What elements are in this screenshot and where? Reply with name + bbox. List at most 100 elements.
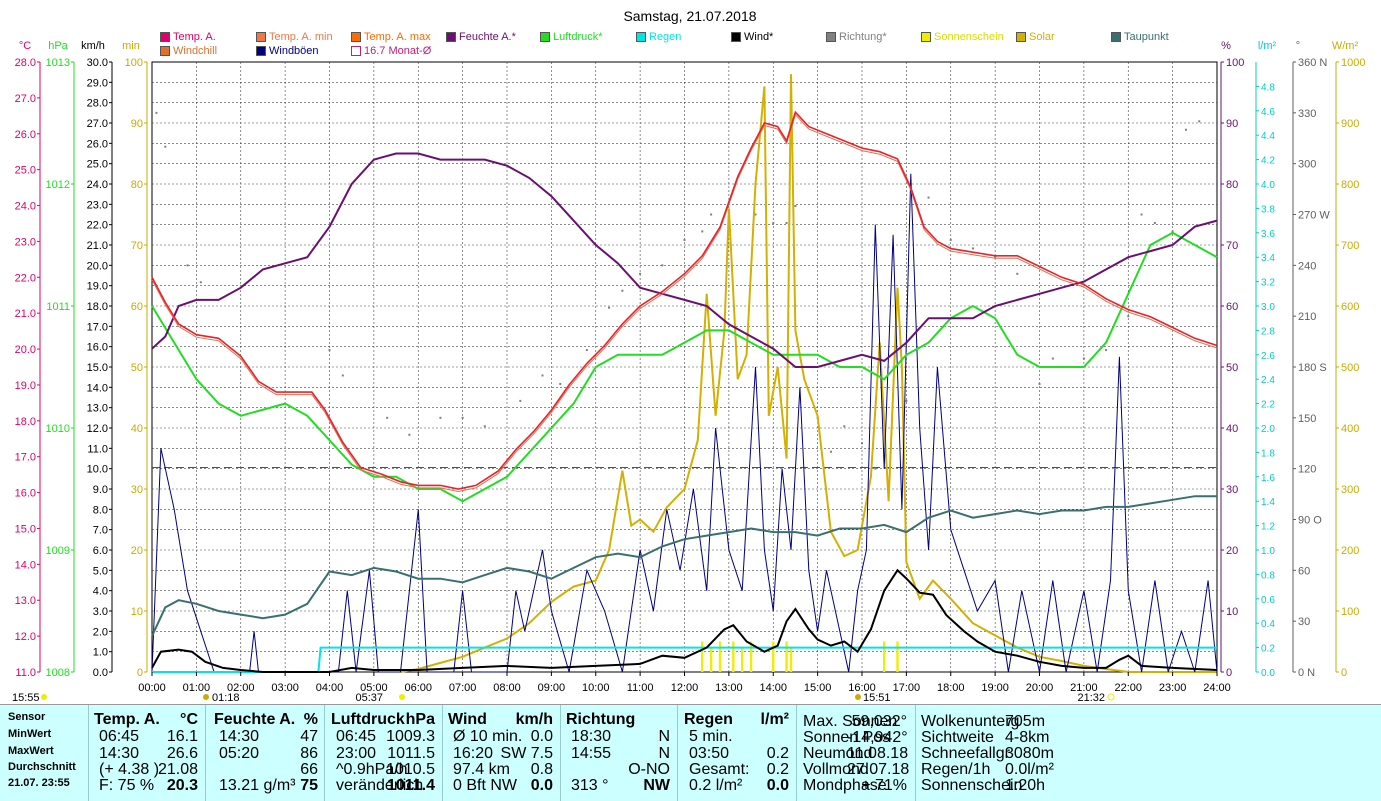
footer-hum-value: 66 <box>300 761 318 778</box>
x-tick-label: 09:00 <box>538 682 566 694</box>
footer-dir-label: 313 ° <box>571 777 609 794</box>
sunshine-bar <box>882 641 886 672</box>
direction-dot <box>1171 230 1174 233</box>
wind-tick-label: 12.0 <box>87 423 108 435</box>
footer-rain-header: Regen <box>684 711 733 728</box>
sunset-icon <box>1107 693 1115 701</box>
sunshine-tick-label: 100 <box>125 57 143 69</box>
x-tick-label: 11:00 <box>627 682 654 694</box>
rain-tick-label: 3.8 <box>1261 204 1275 215</box>
sunrise-label: 05:37 <box>355 692 383 704</box>
footer-cloud-value: 4-8km <box>1005 729 1050 746</box>
x-tick-label: 15:00 <box>804 682 832 694</box>
wind-axis-unit: km/h <box>81 40 105 52</box>
temp-tick-label: 11.0 <box>15 667 36 679</box>
pressure-tick-label: 1010 <box>46 423 70 435</box>
rain-tick-label: 2.0 <box>1261 424 1275 435</box>
legend-item: Temp. A. <box>160 31 216 43</box>
direction-dot <box>1016 272 1019 275</box>
sunshine-bar <box>772 641 775 672</box>
direction-dot <box>608 306 611 309</box>
direction-dot <box>949 238 952 241</box>
legend-item: Temp. A. min <box>256 31 333 43</box>
sunshine-bar <box>749 641 753 672</box>
sunshine-tick-label: 90 <box>131 118 143 130</box>
footer-astro-value: -14,942° <box>847 729 908 746</box>
x-tick-label: 20:00 <box>1026 682 1054 694</box>
footer-row-current: 21.07. 23:55 <box>8 777 70 789</box>
direction-dot <box>386 416 389 419</box>
footer-astro-label: Neumond <box>803 745 873 762</box>
chart-grid <box>151 61 1218 673</box>
weather-chart: Samstag, 21.07.2018 °C 28.0 27.0 26.0 25.0 24… <box>12 8 1366 704</box>
footer-rain-label: 03:50 <box>689 745 730 762</box>
direction-dot <box>683 238 686 241</box>
direction-dot <box>1082 357 1085 360</box>
wind-tick-label: 15.0 <box>87 362 108 374</box>
footer-temp-label: 14:30 <box>99 745 140 762</box>
legend-item: Luftdruck* <box>540 31 603 43</box>
direction-dot <box>905 399 908 402</box>
x-tick-label: 10:00 <box>582 682 610 694</box>
x-tick-label: 03:00 <box>271 682 299 694</box>
footer-press-label: 06:45 <box>336 728 377 745</box>
pressure-axis-unit: hPa <box>48 40 68 52</box>
temp-tick-label: 16.0 <box>15 488 36 500</box>
legend-swatch <box>636 32 646 42</box>
footer-astro-value: 59,032° <box>851 713 907 730</box>
wind-tick-label: 19.0 <box>87 281 108 293</box>
x-axis-labels: 00:00 01:00 02:00 03:00 04:00 05:00 06:00 07:00… <box>12 672 1231 704</box>
direction-dot <box>461 416 464 419</box>
legend-item: Windchill <box>160 45 217 57</box>
solar-tick-label: 100 <box>1341 606 1359 618</box>
legend-item: Richtung* <box>826 31 887 43</box>
x-tick-label: 12:00 <box>671 682 699 694</box>
legend-swatch <box>446 32 456 42</box>
legend-swatch <box>826 32 836 42</box>
direction-tick-label: 270 W <box>1298 210 1330 222</box>
direction-tick-label: 330 <box>1298 108 1316 120</box>
footer-astro-value: 27.07.18 <box>847 761 910 778</box>
direction-dot <box>408 433 411 436</box>
footer-wind-value: 0.0 <box>530 777 553 794</box>
footer-astro-value: + 71% <box>861 777 907 794</box>
direction-tick-label: 360 N <box>1298 57 1327 69</box>
legend-label: Luftdruck* <box>553 31 603 43</box>
legend-label: Temp. A. max <box>364 31 431 43</box>
pressure-tick-label: 1013 <box>46 57 70 69</box>
solar-tick-label: 200 <box>1341 545 1359 557</box>
direction-dot <box>155 111 158 114</box>
direction-tick-label: 300 <box>1298 159 1316 171</box>
direction-dot <box>186 264 189 267</box>
direction-dot <box>585 349 588 352</box>
rain-tick-label: 2.2 <box>1261 400 1275 411</box>
wind-tick-label: 24.0 <box>87 179 108 191</box>
footer-cloud-label: Sichtweite <box>921 729 994 746</box>
wind-tick-label: 26.0 <box>87 138 108 150</box>
footer-rain-value: 0.0 <box>766 777 789 794</box>
sunshine-bar <box>789 647 793 672</box>
rain-tick-label: 1.8 <box>1261 448 1275 459</box>
footer-astro-label: Vollmond <box>803 761 869 778</box>
legend-item: Windböen <box>256 45 319 57</box>
sunshine-tick-label: 50 <box>131 362 143 374</box>
legend-label: Windböen <box>269 45 319 57</box>
sunshine-tick-label: 10 <box>131 606 143 618</box>
humidity-tick-label: 30 <box>1226 484 1238 496</box>
wind-tick-label: 29.0 <box>87 77 108 89</box>
wind-tick-label: 4.0 <box>93 586 108 598</box>
direction-dot <box>1105 349 1108 352</box>
x-tick-label: 24:00 <box>1203 682 1231 694</box>
footer-wind-unit: km/h <box>515 711 553 728</box>
wind-tick-label: 27.0 <box>87 118 108 130</box>
sunshine-tick-label: 70 <box>131 240 143 252</box>
temp-tick-label: 23.0 <box>15 236 36 248</box>
wind-tick-label: 16.0 <box>87 342 108 354</box>
chart-axes: °C 28.0 27.0 26.0 25.0 24.0 23.0 22.0 21.0 20.0 19… <box>15 40 1366 679</box>
footer-press-value: 1011.5 <box>387 745 435 762</box>
direction-dot <box>701 230 704 233</box>
footer-hum-unit: % <box>303 711 318 728</box>
x-tick-label: 19:00 <box>981 682 1009 694</box>
direction-tick-label: 0 N <box>1298 667 1315 679</box>
sunshine-bar <box>785 641 788 672</box>
